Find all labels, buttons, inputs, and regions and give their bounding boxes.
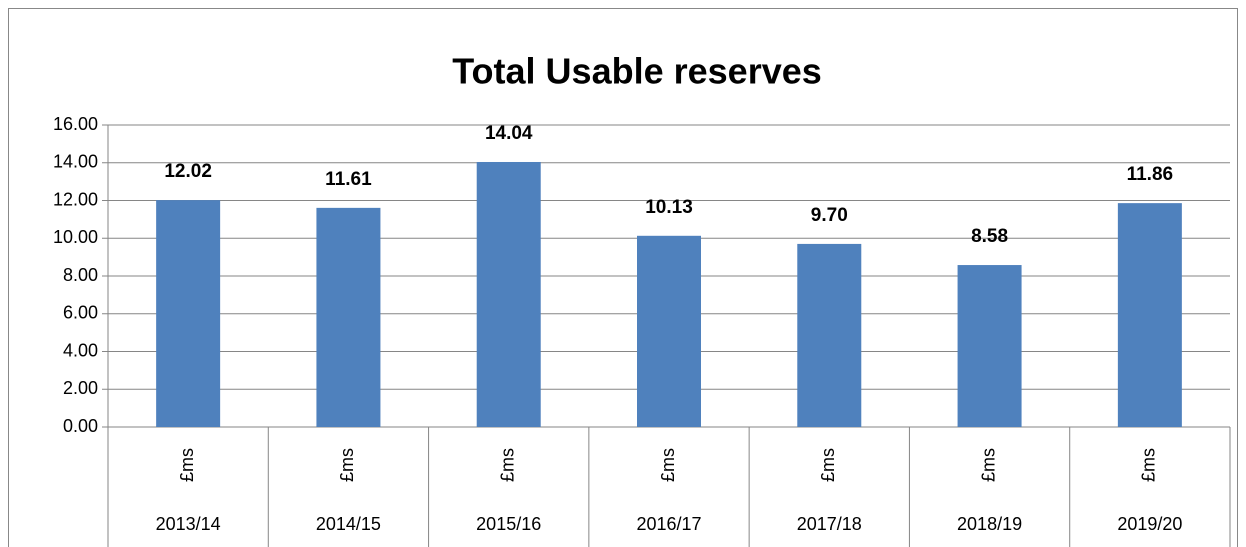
- data-label: 11.61: [325, 169, 372, 190]
- y-tick-label: 2.00: [63, 378, 98, 398]
- y-tick-label: 4.00: [63, 340, 98, 360]
- bar: [797, 243, 862, 427]
- data-label: 10.13: [645, 197, 693, 218]
- data-label: 12.02: [164, 161, 212, 182]
- x-tick-label: 2015/16: [476, 514, 541, 534]
- x-sub-label: £ms: [978, 448, 998, 482]
- x-sub-label: £ms: [818, 448, 838, 482]
- data-label: 9.70: [811, 205, 848, 226]
- bar: [316, 207, 381, 427]
- bar: [637, 235, 701, 427]
- y-tick-label: 0.00: [63, 416, 98, 436]
- x-tick-label: 2016/17: [636, 514, 701, 534]
- x-sub-label: £ms: [497, 448, 517, 482]
- x-sub-label: £ms: [1139, 448, 1159, 482]
- y-tick-label: 16.00: [53, 114, 98, 134]
- chart-title: Total Usable reserves: [452, 51, 822, 92]
- x-tick-label: 2013/14: [156, 514, 221, 534]
- data-label: 11.86: [1127, 164, 1174, 185]
- x-tick-label: 2014/15: [316, 514, 381, 534]
- x-tick-label: 2019/20: [1117, 514, 1182, 534]
- data-label: 14.04: [485, 123, 533, 144]
- x-sub-label: £ms: [658, 448, 678, 482]
- y-tick-label: 12.00: [53, 189, 98, 209]
- bar: [957, 265, 1022, 427]
- bar: [476, 161, 541, 427]
- y-tick-label: 6.00: [63, 303, 98, 323]
- x-sub-label: £ms: [177, 448, 197, 482]
- y-tick-label: 14.00: [53, 152, 98, 172]
- bar: [1117, 203, 1182, 427]
- bar: [156, 200, 221, 427]
- y-tick-label: 8.00: [63, 265, 98, 285]
- y-tick-label: 10.00: [53, 227, 98, 247]
- x-tick-label: 2018/19: [957, 514, 1022, 534]
- data-label: 8.58: [971, 226, 1008, 247]
- x-tick-label: 2017/18: [797, 514, 862, 534]
- x-sub-label: £ms: [337, 448, 357, 482]
